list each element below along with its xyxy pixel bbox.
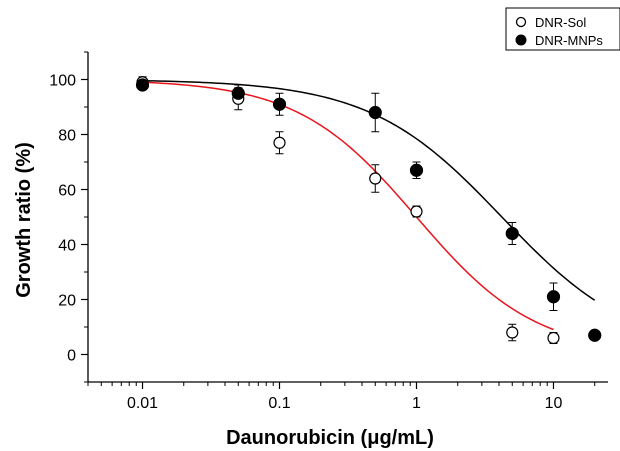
data-point-dnr-mnps bbox=[231, 86, 245, 100]
legend: DNR-Sol DNR-MNPs bbox=[505, 7, 620, 51]
data-point-dnr-sol bbox=[369, 172, 382, 185]
data-point-dnr-mnps bbox=[135, 78, 150, 92]
y-ticks: 0 20 40 60 80 100 bbox=[49, 51, 88, 383]
data-point-dnr-mnps bbox=[272, 97, 287, 111]
x-tick-label: 0.01 bbox=[127, 395, 158, 412]
y-axis-title: Growth ratio (%) bbox=[13, 142, 35, 298]
y-tick-label: 100 bbox=[49, 73, 76, 90]
data-point-dnr-mnps bbox=[368, 105, 382, 120]
data-point-dnr-mnps bbox=[588, 328, 602, 342]
y-tick-label: 60 bbox=[58, 183, 76, 200]
x-axis-title: Daunorubicin (μg/mL) bbox=[226, 427, 434, 449]
y-tick-label: 0 bbox=[67, 348, 76, 365]
data-points bbox=[135, 76, 602, 345]
axes bbox=[87, 52, 608, 383]
legend-label-dnr-sol: DNR-Sol bbox=[535, 15, 586, 30]
fit-curve-dnr-sol bbox=[142, 81, 554, 331]
data-point-dnr-sol bbox=[506, 326, 519, 339]
legend-marker-dnr-mnps bbox=[515, 34, 527, 46]
y-tick-label: 80 bbox=[58, 128, 76, 145]
data-point-dnr-mnps bbox=[505, 226, 519, 241]
y-tick-label: 40 bbox=[58, 238, 76, 255]
data-point-dnr-mnps bbox=[546, 290, 561, 304]
legend-label-dnr-mnps: DNR-MNPs bbox=[535, 33, 603, 48]
y-tick-label: 20 bbox=[58, 293, 76, 310]
error-bars bbox=[138, 76, 599, 344]
fit-curves bbox=[142, 79, 596, 331]
legend-marker-dnr-sol bbox=[515, 16, 527, 28]
data-point-dnr-sol bbox=[273, 136, 286, 149]
data-point-dnr-sol bbox=[410, 205, 423, 218]
x-tick-label: 10 bbox=[545, 395, 563, 412]
data-point-dnr-sol bbox=[547, 331, 560, 345]
x-ticks: 0.01 0.1 1 10 bbox=[87, 382, 596, 412]
fit-curve-dnr-mnps bbox=[142, 79, 596, 301]
data-point-dnr-mnps bbox=[409, 163, 424, 177]
x-tick-label: 1 bbox=[412, 395, 421, 412]
x-tick-label: 0.1 bbox=[268, 395, 290, 412]
